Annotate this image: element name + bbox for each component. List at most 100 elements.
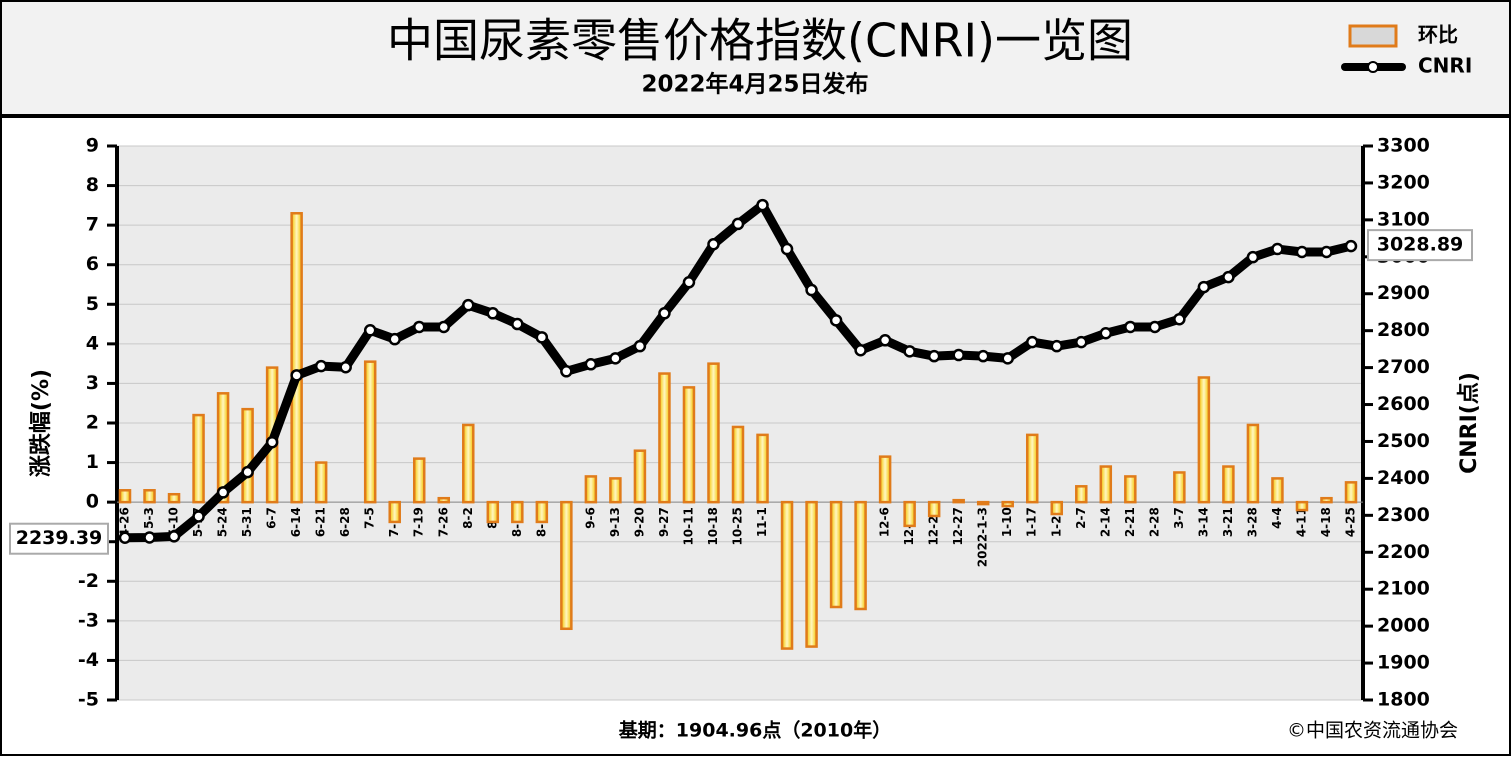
- x-tick-label: 5-24: [216, 507, 230, 537]
- cnri-point: [731, 217, 745, 231]
- legend-label: 环比: [1418, 23, 1458, 47]
- bar: [462, 423, 475, 504]
- bar: [216, 392, 230, 504]
- x-tick-label: 1-10: [1000, 507, 1014, 537]
- cnri-point: [437, 320, 451, 334]
- cnri-point: [1344, 239, 1358, 253]
- x-tick-label: 2-7: [1074, 507, 1088, 529]
- bar: [388, 500, 401, 524]
- x-tick-label: 3-28: [1245, 507, 1259, 537]
- bar: [1173, 471, 1186, 504]
- source: ©中国农资流通协会: [1287, 720, 1458, 742]
- x-tick-label: 10-25: [731, 507, 745, 545]
- cnri-point: [780, 242, 794, 256]
- cnri-point: [1271, 242, 1284, 256]
- y-tick-label: -3: [78, 609, 99, 631]
- cnri-point: [265, 435, 279, 449]
- y-axis-title: 涨跌幅(%): [29, 369, 54, 477]
- bar: [560, 500, 573, 631]
- bar: [633, 449, 647, 504]
- legend-label: CNRI: [1418, 54, 1472, 78]
- cnri-point: [1295, 245, 1309, 259]
- bar: [927, 500, 941, 518]
- cnri-point: [1246, 250, 1260, 264]
- x-tick-label: 2022-1-3: [976, 507, 990, 567]
- y-tick-label: 2: [86, 412, 99, 434]
- y2-tick-label: 3100: [1377, 208, 1430, 230]
- x-tick-label: 10-11: [681, 507, 695, 545]
- y2-tick-label: 2700: [1377, 356, 1430, 378]
- cnri-point: [927, 349, 941, 363]
- chart-title: 中国尿素零售价格指数(CNRI)一览图: [387, 14, 1133, 68]
- x-tick-label: 8-2: [461, 507, 475, 529]
- bar: [878, 455, 892, 504]
- bar: [1222, 465, 1235, 504]
- cnri-point: [609, 352, 622, 365]
- cnri-point: [216, 486, 230, 499]
- bar: [1344, 481, 1358, 504]
- bar: [707, 362, 720, 504]
- x-tick-label: 2-14: [1098, 507, 1112, 537]
- bar: [1295, 500, 1309, 512]
- cnri-point: [633, 339, 647, 353]
- x-tick-label: 11-1: [755, 507, 769, 537]
- y2-tick-label: 1900: [1377, 652, 1430, 674]
- bar: [952, 498, 965, 504]
- bar: [1320, 496, 1333, 504]
- y2-tick-label: 3200: [1377, 171, 1430, 193]
- bar: [535, 500, 549, 524]
- x-tick-label: 3-21: [1221, 507, 1235, 537]
- cnri-point: [584, 358, 598, 371]
- cnri-point: [707, 237, 720, 251]
- cnri-point: [412, 320, 426, 334]
- chart-subtitle: 2022年4月25日发布: [641, 71, 868, 98]
- x-tick-label: 7-5: [363, 507, 377, 529]
- bar: [609, 477, 622, 504]
- bar: [1124, 475, 1137, 504]
- x-tick-label: 2-28: [1147, 507, 1161, 537]
- x-tick-label: 12-27: [951, 507, 965, 545]
- bar: [1099, 465, 1113, 504]
- x-tick-label: 6-28: [338, 507, 352, 537]
- bar: [314, 461, 328, 504]
- cnri-point: [1025, 335, 1039, 349]
- cnri-point: [805, 283, 818, 297]
- cnri-point: [756, 198, 769, 212]
- y-tick-label: 1: [86, 451, 99, 473]
- cnri-point: [314, 359, 328, 373]
- header: [0, 0, 1511, 116]
- x-tick-label: 10-18: [706, 507, 720, 545]
- bar: [756, 433, 769, 504]
- cnri-point: [903, 345, 916, 358]
- x-tick-label: 1-17: [1025, 507, 1039, 537]
- cnri-point: [682, 276, 696, 289]
- cnri-point: [486, 307, 500, 320]
- bar: [658, 372, 671, 504]
- bar: [437, 496, 451, 504]
- cnri-point: [388, 332, 401, 346]
- y2-tick-label: 2300: [1377, 504, 1430, 526]
- x-tick-label: 7-26: [436, 507, 450, 537]
- y-tick-label: -2: [78, 570, 99, 592]
- cnri-point: [339, 360, 352, 374]
- bar: [976, 500, 990, 506]
- cnri-point: [290, 369, 303, 382]
- x-tick-label: 4-4: [1270, 507, 1284, 529]
- bar: [1025, 433, 1039, 504]
- cnri-point: [1222, 270, 1235, 284]
- cnri-point: [878, 334, 892, 347]
- y2-tick-label: 1800: [1377, 689, 1430, 711]
- bar: [1001, 500, 1014, 508]
- x-tick-label: 9-13: [608, 507, 622, 537]
- bar: [192, 413, 205, 504]
- y-tick-label: -4: [78, 649, 99, 671]
- cnri-point: [1173, 312, 1186, 326]
- cnri-point: [192, 510, 205, 523]
- y-tick-label: 6: [86, 253, 99, 275]
- bar: [241, 407, 254, 504]
- cnri-point: [1075, 335, 1088, 349]
- cnri-point: [511, 317, 524, 331]
- y2-tick-label: 3300: [1377, 135, 1430, 157]
- x-tick-label: 5-31: [240, 507, 254, 537]
